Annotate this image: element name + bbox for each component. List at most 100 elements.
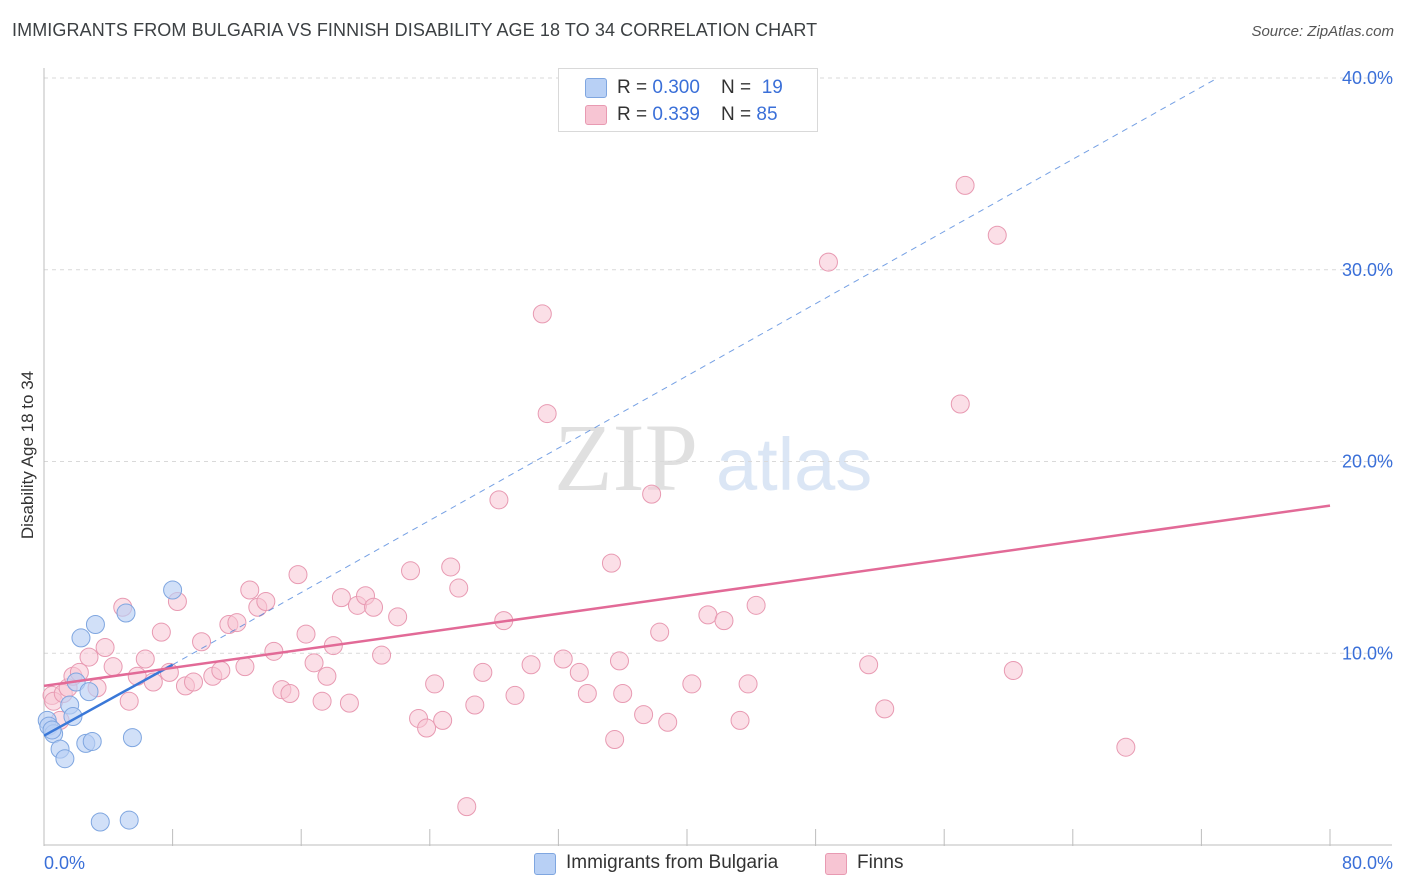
bulgaria-point [122, 728, 142, 748]
finns-point [859, 655, 879, 675]
finns-point [738, 674, 758, 694]
legend-text-bulgaria: R = 0.300 N = 19 [617, 77, 783, 99]
finns-point [1116, 737, 1136, 757]
finns-point [240, 580, 260, 600]
legend-swatch-pink [585, 105, 607, 125]
bulgaria-trend-extension [172, 77, 1218, 666]
finns-point [642, 484, 662, 504]
finns-point [127, 666, 147, 686]
finns-point [280, 684, 300, 704]
finns-point [433, 710, 453, 730]
finns-point [317, 666, 337, 686]
finns-point [364, 597, 384, 617]
bottom-swatch-pink [825, 853, 847, 875]
r-value: 0.339 [652, 104, 700, 125]
finns-point [658, 712, 678, 732]
x-tick-label: 80.0% [1342, 853, 1393, 873]
finns-point [119, 691, 139, 711]
finns-point [79, 647, 99, 667]
finns-point [227, 613, 247, 633]
y-tick-label: 10.0% [1342, 643, 1393, 663]
bulgaria-point [55, 749, 75, 769]
finns-point [875, 699, 895, 719]
finns-point [304, 653, 324, 673]
finns-point [605, 730, 625, 750]
trend-lines [43, 77, 1331, 737]
bulgaria-point [90, 812, 110, 832]
finns-point [288, 565, 308, 585]
chart-source: Source: ZipAtlas.com [1251, 23, 1394, 40]
finns-point [489, 490, 509, 510]
legend-text-finns: R = 0.339 N = 85 [617, 104, 778, 126]
finns-point [388, 607, 408, 627]
bulgaria-point [71, 628, 91, 648]
finns-point [818, 252, 838, 272]
watermark-zip: ZIP [554, 404, 698, 511]
finns-point [312, 691, 332, 711]
finns-point [183, 672, 203, 692]
bulgaria-point [82, 731, 102, 751]
finns-point [95, 637, 115, 657]
finns-point [569, 662, 589, 682]
finns-point [1003, 661, 1023, 681]
finns-point [372, 645, 392, 665]
bulgaria-point [119, 810, 139, 830]
bottom-legend-label-bulgaria: Immigrants from Bulgaria [566, 852, 779, 873]
finns-point [473, 662, 493, 682]
finns-point [417, 718, 437, 738]
correlation-legend: R = 0.300 N = 19 R = 0.339 N = 85 [558, 68, 818, 132]
y-tick-label: 20.0% [1342, 452, 1393, 472]
finns-point [449, 578, 469, 598]
bulgaria-point [85, 614, 105, 634]
finns-point [955, 175, 975, 195]
n-label: N = [721, 104, 757, 125]
finns-point [987, 225, 1007, 245]
r-value: 0.300 [652, 77, 700, 98]
watermark-atlas: atlas [716, 423, 872, 506]
finns-point [211, 661, 231, 681]
finns-point [103, 657, 123, 677]
bottom-legend-label-finns: Finns [857, 852, 904, 873]
finns-point [746, 595, 766, 615]
finns-point [465, 695, 485, 715]
r-label: R = [617, 104, 653, 125]
y-axis-label: Disability Age 18 to 34 [18, 370, 37, 540]
finns-point [296, 624, 316, 644]
finns-point [601, 553, 621, 573]
finns-point [682, 674, 702, 694]
series-finns [42, 175, 1136, 817]
finns-trend-line [43, 504, 1331, 688]
n-value: 19 [761, 77, 783, 98]
tick-labels: 10.0% 20.0% 30.0% 40.0% 0.0% 80.0% [44, 68, 1393, 873]
finns-point [950, 394, 970, 414]
finns-point [457, 797, 477, 817]
finns-point [339, 693, 359, 713]
finns-point [521, 655, 541, 675]
finns-point [537, 404, 557, 424]
finns-point [577, 684, 597, 704]
y-tick-label: 40.0% [1342, 68, 1393, 88]
finns-point [441, 557, 461, 577]
finns-point [714, 611, 734, 631]
finns-point [698, 605, 718, 625]
finns-point [135, 649, 155, 669]
r-label: R = [617, 77, 653, 98]
bulgaria-point [163, 580, 183, 600]
bulgaria-point [79, 682, 99, 702]
finns-point [730, 710, 750, 730]
finns-point [264, 641, 284, 661]
finns-point [613, 684, 633, 704]
bottom-swatch-blue [534, 853, 556, 875]
finns-point [235, 657, 255, 677]
bulgaria-point [116, 603, 136, 623]
n-label: N = [721, 77, 757, 98]
chart-title: IMMIGRANTS FROM BULGARIA VS FINNISH DISA… [12, 20, 818, 40]
legend-swatch-blue [585, 78, 607, 98]
finns-point [505, 685, 525, 705]
finns-point [532, 304, 552, 324]
bulgaria-trend-line [43, 663, 174, 737]
y-tick-label: 30.0% [1342, 260, 1393, 280]
finns-point [425, 674, 445, 694]
finns-point [401, 561, 421, 581]
grid-lines [44, 77, 1392, 654]
